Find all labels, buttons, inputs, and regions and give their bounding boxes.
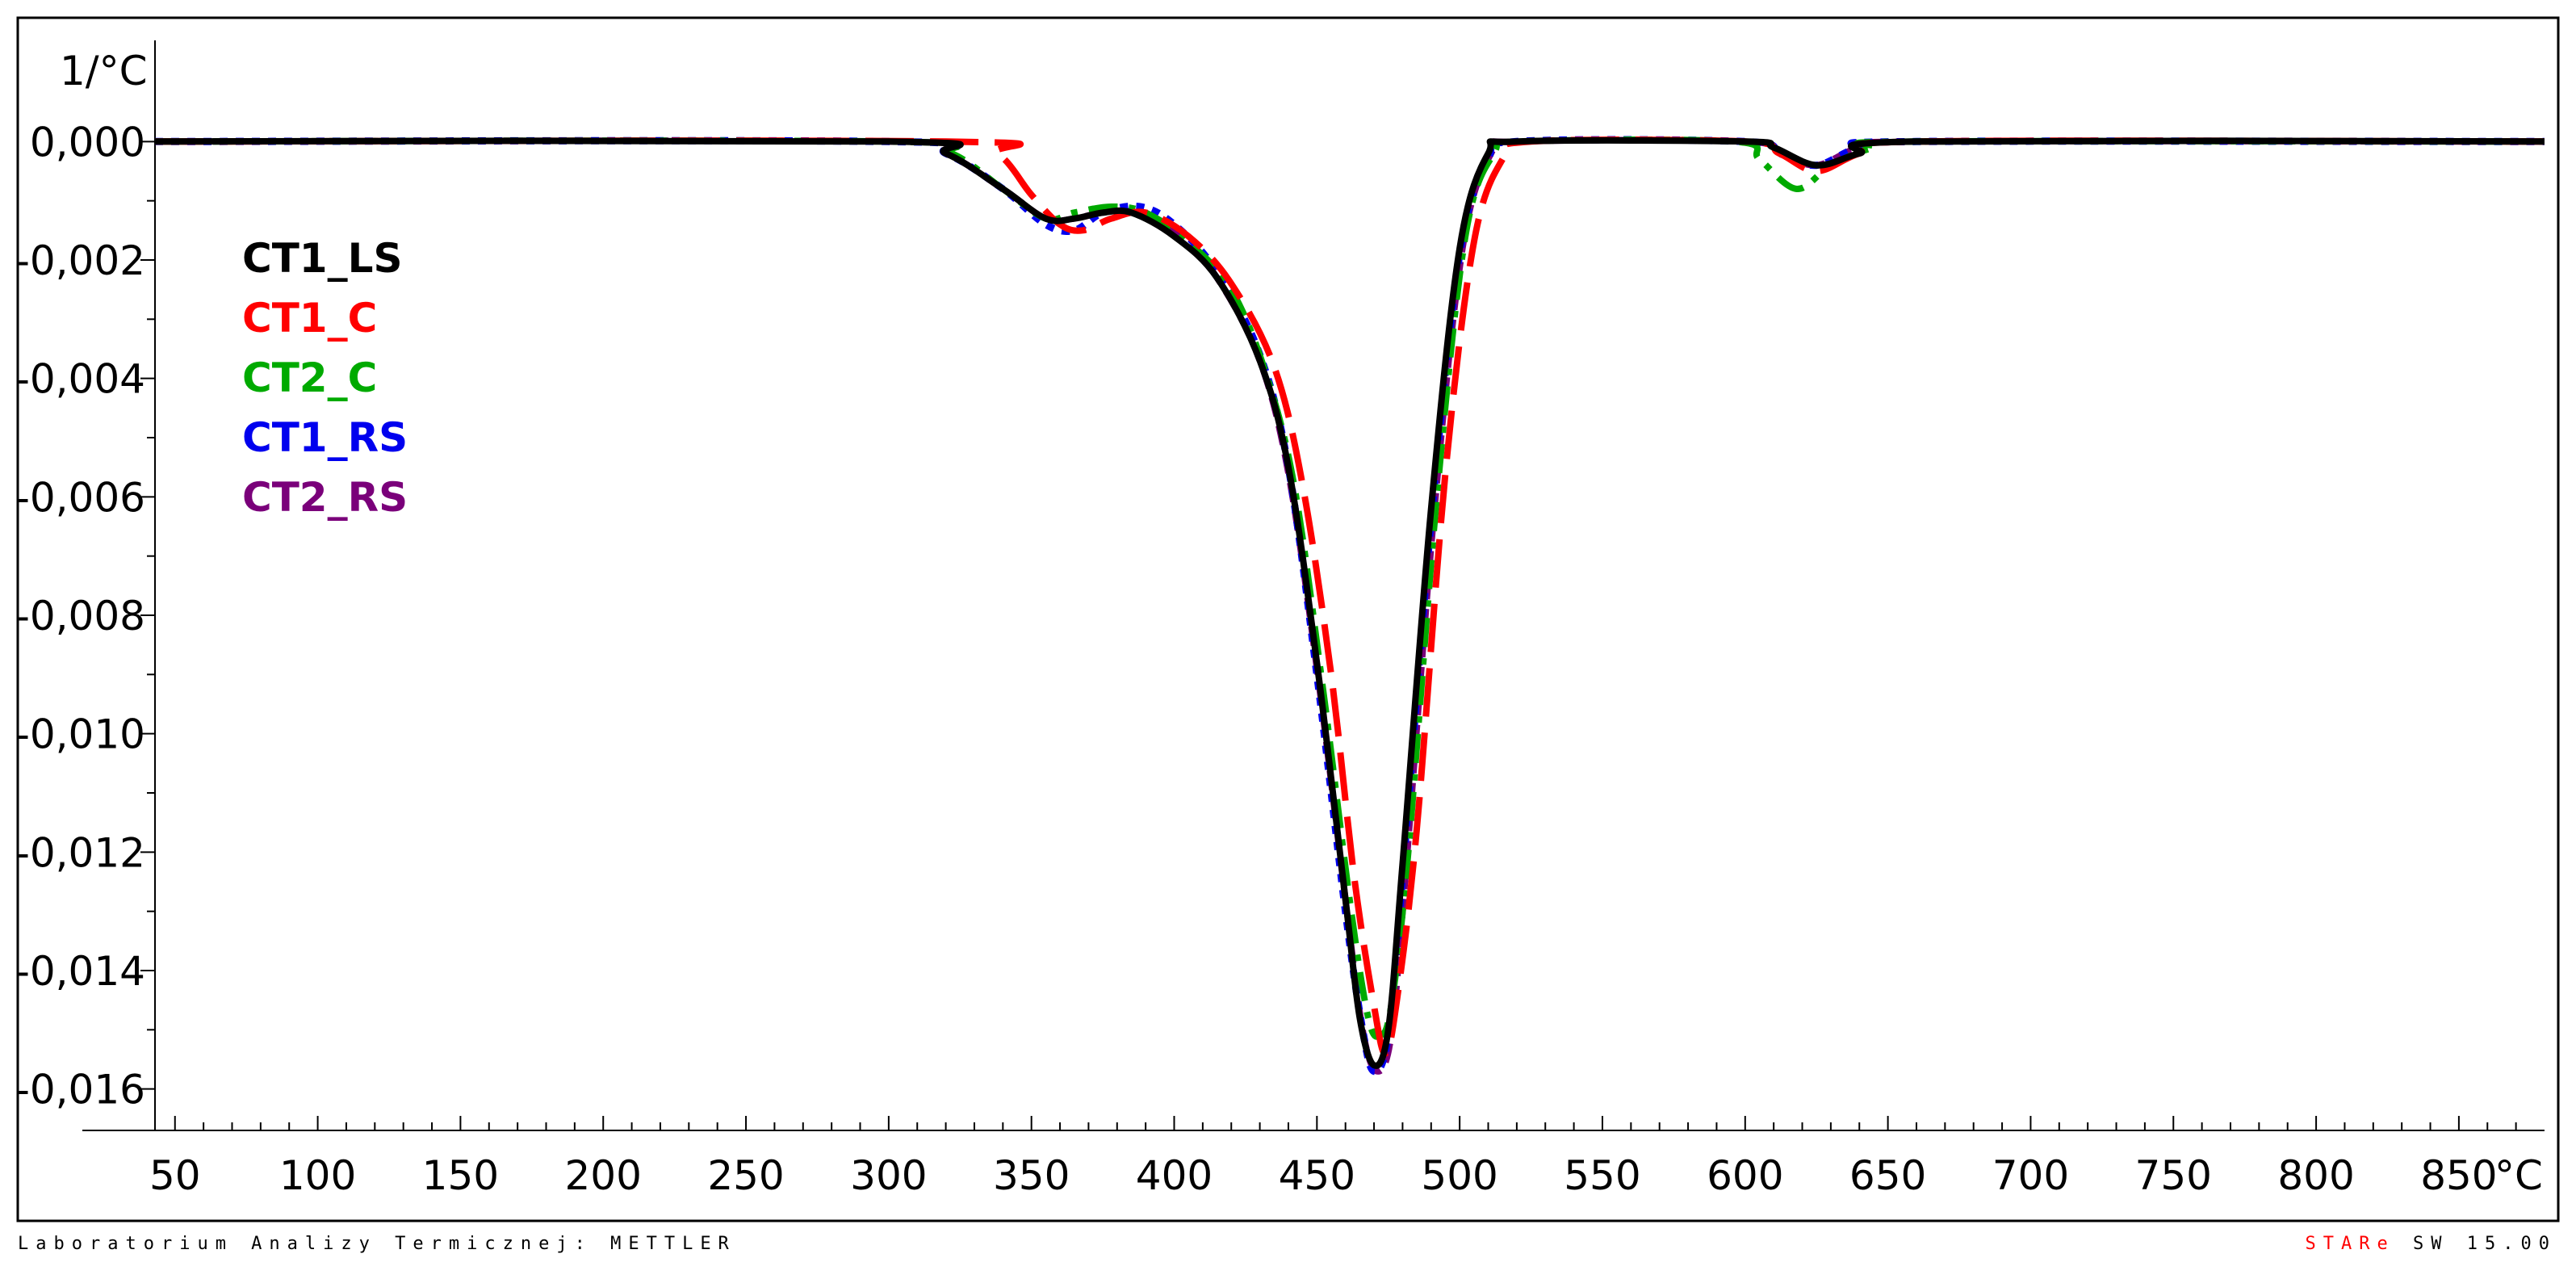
x-tick-label: 50 [149, 1152, 201, 1199]
x-tick-label: 850 [2420, 1152, 2497, 1199]
legend: CT1_LS CT1_C CT2_C CT1_RS CT2_RS [242, 235, 408, 521]
y-tick-label: 0,000 [30, 119, 145, 166]
x-tick-label: 250 [707, 1152, 784, 1199]
y-tick-label: -0,010 [15, 711, 145, 758]
y-tick-label: -0,008 [15, 593, 145, 640]
series-line-ct1-ls [154, 136, 2545, 1069]
footer-lab-name: Laboratorium Analizy Termicznej: METTLER [18, 1234, 736, 1254]
y-tick-label: -0,004 [15, 356, 145, 403]
x-tick-label: 400 [1136, 1152, 1213, 1199]
x-tick-label: 100 [279, 1152, 356, 1199]
series-line-ct2-c [154, 136, 2545, 1040]
series-layer [154, 136, 2545, 1076]
legend-entry-ct1-ls: CT1_LS [242, 235, 402, 282]
x-axis-unit-label: °C [2494, 1152, 2543, 1199]
software-rest: SW 15.00 [2394, 1234, 2557, 1254]
x-tick-label: 600 [1707, 1152, 1783, 1199]
y-tick-label: -0,016 [15, 1067, 145, 1113]
legend-entry-ct2-c: CT2_C [242, 354, 377, 401]
x-tick-label: 200 [565, 1152, 642, 1199]
axes: 50 100 150 200 250 300 350 400 450 500 550 600 650 70… [15, 40, 2545, 1199]
x-tick-label: 800 [2277, 1152, 2354, 1199]
x-tick-label: 550 [1564, 1152, 1640, 1199]
chart-frame [16, 16, 2560, 1222]
x-tick-label: 500 [1421, 1152, 1497, 1199]
footer-software-version: STARe SW 15.00 [2306, 1234, 2557, 1254]
y-axis-unit-label: 1/°C [60, 48, 148, 94]
legend-entry-ct1-c: CT1_C [242, 295, 377, 342]
y-tick-label: -0,012 [15, 829, 145, 876]
software-e: e [2377, 1234, 2395, 1254]
y-tick-label: -0,002 [15, 237, 145, 284]
x-tick-label: 700 [1992, 1152, 2069, 1199]
x-tick-label: 300 [850, 1152, 927, 1199]
x-tick-label: 150 [422, 1152, 499, 1199]
legend-entry-ct1-rs: CT1_RS [242, 414, 408, 461]
legend-entry-ct2-rs: CT2_RS [242, 474, 408, 521]
x-tick-label: 750 [2135, 1152, 2212, 1199]
x-tick-label: 650 [1849, 1152, 1926, 1199]
x-tick-label: 450 [1279, 1152, 1355, 1199]
software-star: STAR [2305, 1234, 2377, 1254]
y-tick-label: -0,006 [15, 474, 145, 521]
y-tick-label: -0,014 [15, 948, 145, 995]
x-tick-label: 350 [993, 1152, 1070, 1199]
